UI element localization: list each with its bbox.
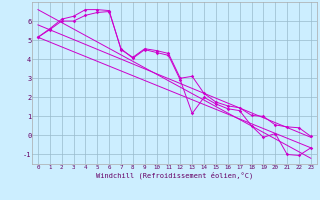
X-axis label: Windchill (Refroidissement éolien,°C): Windchill (Refroidissement éolien,°C)	[96, 171, 253, 179]
